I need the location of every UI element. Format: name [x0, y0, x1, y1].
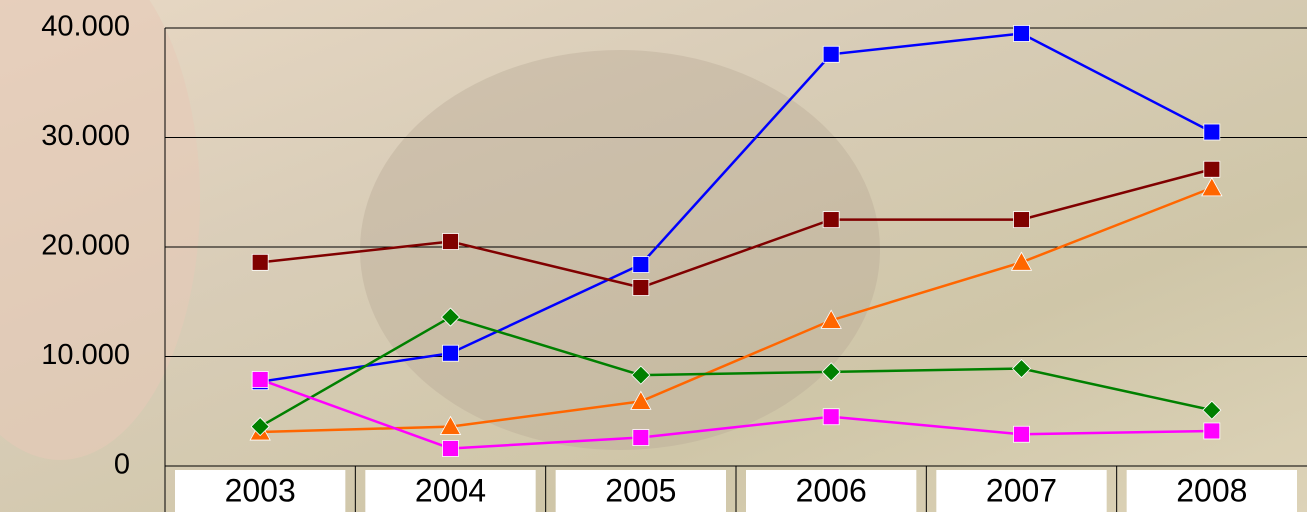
- x-tick-label: 2004: [415, 472, 486, 508]
- category-box: [1126, 470, 1297, 512]
- series-line: [260, 186, 1213, 434]
- marker: [630, 390, 652, 410]
- marker: [820, 309, 842, 329]
- marker: [1013, 25, 1030, 42]
- category-box: [555, 470, 726, 512]
- marker: [632, 256, 650, 273]
- category-box: [746, 470, 917, 512]
- y-tick-label: 10.000: [41, 339, 130, 371]
- marker: [1011, 358, 1032, 379]
- y-tick-label: 40.000: [41, 11, 130, 43]
- marker: [1010, 251, 1033, 271]
- plot: [249, 25, 1223, 457]
- category-box: [936, 470, 1107, 512]
- marker: [1201, 177, 1223, 197]
- marker: [821, 362, 841, 382]
- background-photo-shape: [0, 0, 200, 460]
- category-box: [175, 470, 346, 512]
- x-axis: 2003 2004 2005 2006 2007 2008: [164, 466, 1297, 512]
- x-tick-label: 2008: [1176, 472, 1247, 508]
- x-tick-label: 2003: [225, 472, 296, 508]
- marker: [822, 45, 840, 63]
- marker: [442, 233, 459, 250]
- y-tick-label: 0: [114, 449, 130, 481]
- marker: [442, 440, 459, 457]
- grid: 0 10.000 20.000 30.000 40.000: [41, 11, 1307, 481]
- marker: [1203, 422, 1221, 440]
- marker: [1203, 123, 1221, 141]
- y-tick-label: 30.000: [41, 120, 130, 152]
- marker: [631, 365, 651, 385]
- y-tick-label: 20.000: [41, 230, 130, 262]
- x-tick-label: 2007: [986, 472, 1057, 508]
- x-tick-label: 2006: [796, 472, 867, 508]
- marker: [1013, 425, 1030, 443]
- x-tick-label: 2005: [605, 472, 676, 508]
- marker: [632, 429, 650, 446]
- marker: [822, 211, 840, 229]
- marker: [1013, 211, 1030, 229]
- series-line: [260, 168, 1213, 289]
- marker: [251, 371, 269, 388]
- marker: [822, 408, 840, 426]
- category-box: [365, 470, 536, 512]
- marker: [440, 307, 461, 327]
- series-line: [259, 315, 1213, 428]
- series-line: [259, 378, 1212, 450]
- marker: [251, 253, 269, 271]
- marker: [1202, 400, 1222, 420]
- marker: [1203, 160, 1221, 178]
- marker: [442, 344, 459, 362]
- marker: [250, 417, 270, 437]
- series-line: [259, 32, 1213, 383]
- marker: [632, 279, 650, 296]
- background-photo-shape: [360, 50, 880, 450]
- marker: [439, 415, 462, 435]
